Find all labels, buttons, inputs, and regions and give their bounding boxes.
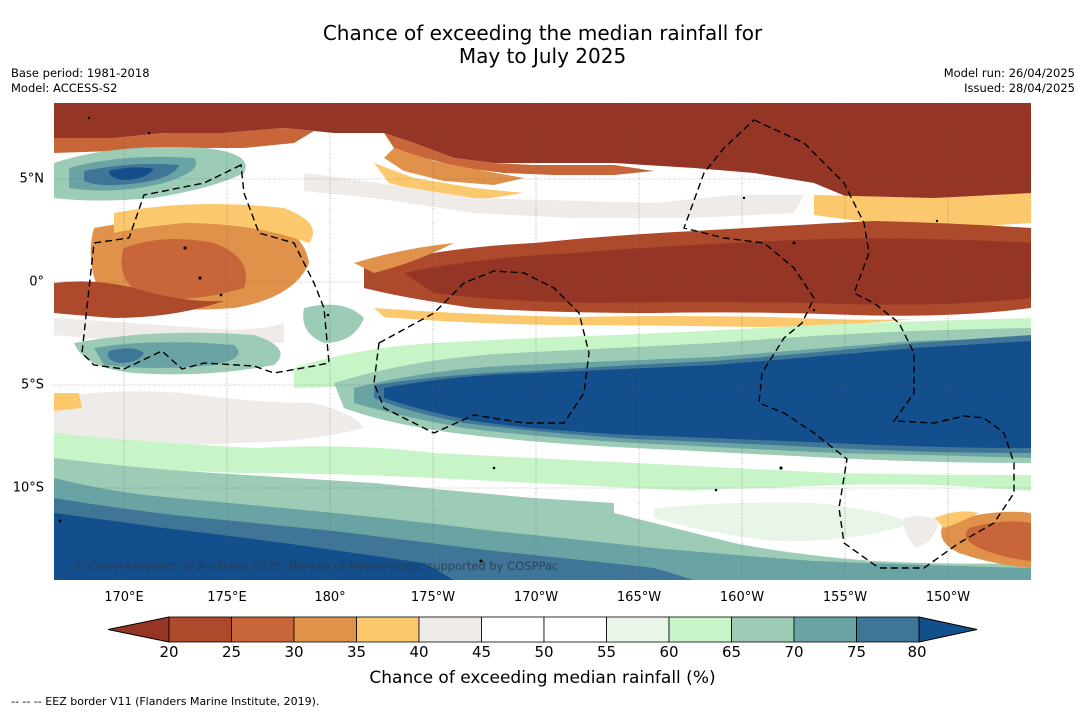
equatorial-dry-core [404,238,1031,305]
sw-wet-core [54,513,454,580]
colorbar-swatch-75-80 [856,616,920,643]
colorbar-swatch-50-55 [543,616,607,643]
title-line-2: May to July 2025 [458,44,627,68]
colorbar [108,616,978,643]
west-moist-yellow [114,204,314,243]
colorbar-tick-45: 45 [471,643,492,661]
lon-label-170w: 170°W [513,590,559,605]
nw-wet-core [109,167,154,180]
colorbar-swatch-45-50 [481,616,545,643]
colorbar-swatch-55-60 [606,616,670,643]
equatorial-dry-rim [354,243,454,273]
colorbar-swatch-60-65 [668,616,732,643]
north-moist-dry [384,148,524,185]
colorbar-tick-40: 40 [409,643,429,661]
lon-label-165w: 165°W [616,590,662,605]
colorbar-tick-80: 80 [907,643,927,661]
lon-label-150w: 150°W [925,590,971,605]
lon-label-180: 180° [314,590,346,605]
issued-date: Issued: 28/04/2025 [964,80,1075,95]
rainfall-map[interactable] [54,103,1031,580]
sw-neutral-region [54,391,364,446]
colorbar-tick-35: 35 [346,643,367,661]
lat-label-5n: 5°N [19,171,45,187]
colorbar-swatch-20-25 [168,616,232,643]
colorbar-tick-70: 70 [784,643,804,661]
north-west-rim [54,128,314,153]
equatorial-moist-rim [374,308,914,327]
base-period: Base period: 1981-2018 [11,66,150,80]
sw-moist-speck [54,393,82,411]
colorbar-swatch-65-70 [731,616,795,643]
west-south-wet-inner [107,348,144,363]
lon-label-160w: 160°W [719,590,765,605]
north-neutral-band [304,173,804,218]
eez-kiribati-gilbert [81,163,330,374]
lat-label-5s: 5°S [20,377,44,393]
lon-label-175e: 175°E [207,590,247,605]
model-run-date: Model run: 26/04/2025 [943,66,1075,80]
central-wet-patch [303,304,364,343]
island-markers [58,116,939,563]
eez-line-islands [683,119,1015,569]
colorbar-tick-55: 55 [596,643,617,661]
north-moist-edge [374,163,524,199]
colorbar-tick-65: 65 [721,643,742,661]
colorbar-tick-20: 20 [159,643,179,661]
model-name: Model: ACCESS-S2 [11,80,118,95]
se-moist-rim [934,511,979,528]
sw-green-band [54,433,1031,503]
colorbar-swatch-40-45 [418,616,482,643]
lon-label-170e: 170°E [104,590,144,605]
colorbar-swatch-70-75 [793,616,857,643]
lon-label-175w: 175°W [410,590,456,605]
lat-label-0: 0° [29,274,44,290]
run-info: Model run: 26/04/2025 Issued: 28/04/2025 [944,66,1075,95]
lon-label-155w: 155°W [822,590,868,605]
colorbar-high-extend [918,616,978,643]
se-light-green [654,502,914,542]
colorbar-swatch-35-40 [356,616,420,643]
eez-borders [81,119,1015,569]
south-wet-core [384,341,1031,448]
colorbar-swatch-25-30 [231,616,295,643]
colorbar-tick-75: 75 [846,643,867,661]
se-neutral-edge [903,516,939,548]
colorbar-tick-60: 60 [659,643,679,661]
north-dry-zone [54,103,1031,213]
lat-label-10s: 10°S [12,480,44,496]
east-moist-band [814,193,1031,228]
colorbar-low-extend [108,616,170,643]
rainfall-map-svg [54,103,1031,580]
copyright-notice: © Commonwealth of Australia 2025, Bureau… [74,559,559,573]
model-info: Base period: 1981-2018 Model: ACCESS-S2 [11,66,150,95]
colorbar-swatches [168,616,920,643]
west-dry-band [54,281,224,318]
se-dry-patch-core [965,521,1031,561]
colorbar-label: Chance of exceeding median rainfall (%) [369,668,716,688]
colorbar-swatch-30-35 [293,616,357,643]
title-line-1: Chance of exceeding the median rainfall … [322,21,763,45]
colorbar-tick-25: 25 [221,643,242,661]
eez-phoenix-islands [373,270,590,434]
colorbar-tick-50: 50 [534,643,554,661]
eez-legend-note: -- -- -- EEZ border V11 (Flanders Marine… [11,695,320,708]
map-title: Chance of exceeding the median rainfall … [0,22,1085,68]
west-dry-core [121,239,246,300]
colorbar-tick-30: 30 [284,643,304,661]
